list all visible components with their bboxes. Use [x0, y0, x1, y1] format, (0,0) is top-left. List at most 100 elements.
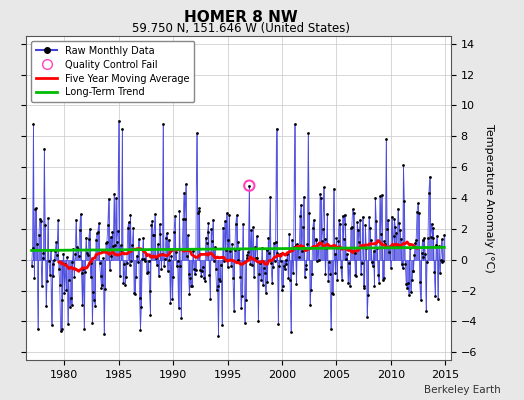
- Point: [290, 121, 299, 127]
- Point: [91, 302, 100, 309]
- Point: [324, 278, 332, 284]
- Point: [127, 258, 136, 264]
- Point: [223, 264, 232, 270]
- Point: [50, 257, 59, 263]
- Point: [250, 244, 259, 250]
- Point: [266, 194, 275, 200]
- Point: [293, 241, 301, 247]
- Point: [265, 250, 274, 256]
- Point: [37, 218, 45, 224]
- Point: [334, 238, 342, 244]
- Point: [106, 234, 115, 240]
- Point: [114, 228, 122, 234]
- Point: [204, 220, 213, 226]
- Point: [256, 260, 265, 267]
- Point: [80, 326, 89, 332]
- Point: [332, 235, 341, 242]
- Point: [408, 268, 417, 274]
- Point: [351, 250, 359, 256]
- Point: [69, 246, 78, 252]
- Point: [46, 272, 54, 278]
- Point: [173, 258, 182, 264]
- Point: [249, 274, 258, 280]
- Point: [371, 195, 379, 201]
- Point: [229, 275, 237, 281]
- Point: [372, 218, 380, 224]
- Point: [336, 221, 344, 228]
- Point: [230, 307, 238, 314]
- Point: [32, 205, 40, 212]
- Point: [51, 248, 59, 254]
- Point: [356, 216, 364, 223]
- Point: [192, 267, 200, 273]
- Point: [42, 303, 50, 310]
- Point: [30, 275, 39, 281]
- Point: [406, 244, 414, 251]
- Point: [78, 302, 86, 308]
- Point: [249, 224, 257, 230]
- Point: [143, 270, 151, 276]
- Point: [434, 296, 442, 302]
- Point: [132, 274, 140, 280]
- Point: [395, 220, 403, 226]
- Point: [259, 265, 268, 271]
- Point: [255, 270, 264, 277]
- Point: [440, 232, 449, 238]
- Point: [277, 258, 285, 264]
- Point: [243, 255, 251, 262]
- Point: [263, 247, 271, 253]
- Point: [301, 265, 310, 272]
- Point: [398, 265, 407, 272]
- Point: [115, 272, 124, 279]
- Point: [241, 320, 249, 326]
- Point: [176, 263, 184, 269]
- Point: [63, 254, 71, 260]
- Point: [273, 250, 281, 256]
- Point: [198, 268, 206, 274]
- Point: [387, 264, 395, 271]
- Point: [222, 210, 231, 216]
- Point: [225, 212, 234, 218]
- Point: [73, 244, 81, 250]
- Point: [407, 289, 415, 296]
- Point: [189, 248, 197, 254]
- Point: [238, 293, 246, 300]
- Point: [56, 281, 64, 288]
- Point: [221, 218, 229, 224]
- Point: [104, 222, 112, 228]
- Point: [428, 221, 436, 227]
- Point: [212, 287, 221, 294]
- Point: [122, 274, 130, 280]
- Point: [244, 248, 253, 255]
- Point: [54, 217, 62, 224]
- Point: [438, 236, 446, 242]
- Point: [207, 226, 215, 233]
- Legend: Raw Monthly Data, Quality Control Fail, Five Year Moving Average, Long-Term Tren: Raw Monthly Data, Quality Control Fail, …: [31, 41, 194, 102]
- Point: [228, 240, 236, 247]
- Point: [322, 244, 331, 251]
- Point: [113, 238, 121, 245]
- Point: [326, 270, 334, 277]
- Point: [218, 321, 226, 328]
- Point: [350, 210, 358, 216]
- Point: [211, 244, 219, 251]
- Point: [188, 283, 196, 289]
- Point: [68, 259, 77, 265]
- Point: [166, 300, 174, 307]
- Point: [49, 273, 58, 280]
- Point: [44, 215, 52, 222]
- Point: [291, 242, 300, 248]
- Text: Berkeley Earth: Berkeley Earth: [424, 385, 500, 395]
- Point: [72, 216, 80, 223]
- Point: [54, 266, 63, 272]
- Point: [411, 240, 419, 247]
- Point: [52, 239, 60, 246]
- Point: [286, 276, 294, 283]
- Point: [36, 216, 44, 222]
- Point: [281, 256, 290, 263]
- Point: [64, 321, 72, 327]
- Point: [314, 240, 322, 247]
- Point: [47, 321, 56, 328]
- Point: [86, 274, 95, 281]
- Point: [134, 258, 142, 265]
